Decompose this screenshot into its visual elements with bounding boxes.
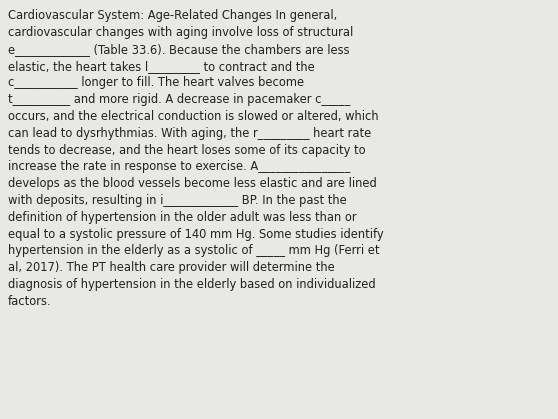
Text: Cardiovascular System: Age-Related Changes In general,
cardiovascular changes wi: Cardiovascular System: Age-Related Chang…	[8, 9, 383, 308]
